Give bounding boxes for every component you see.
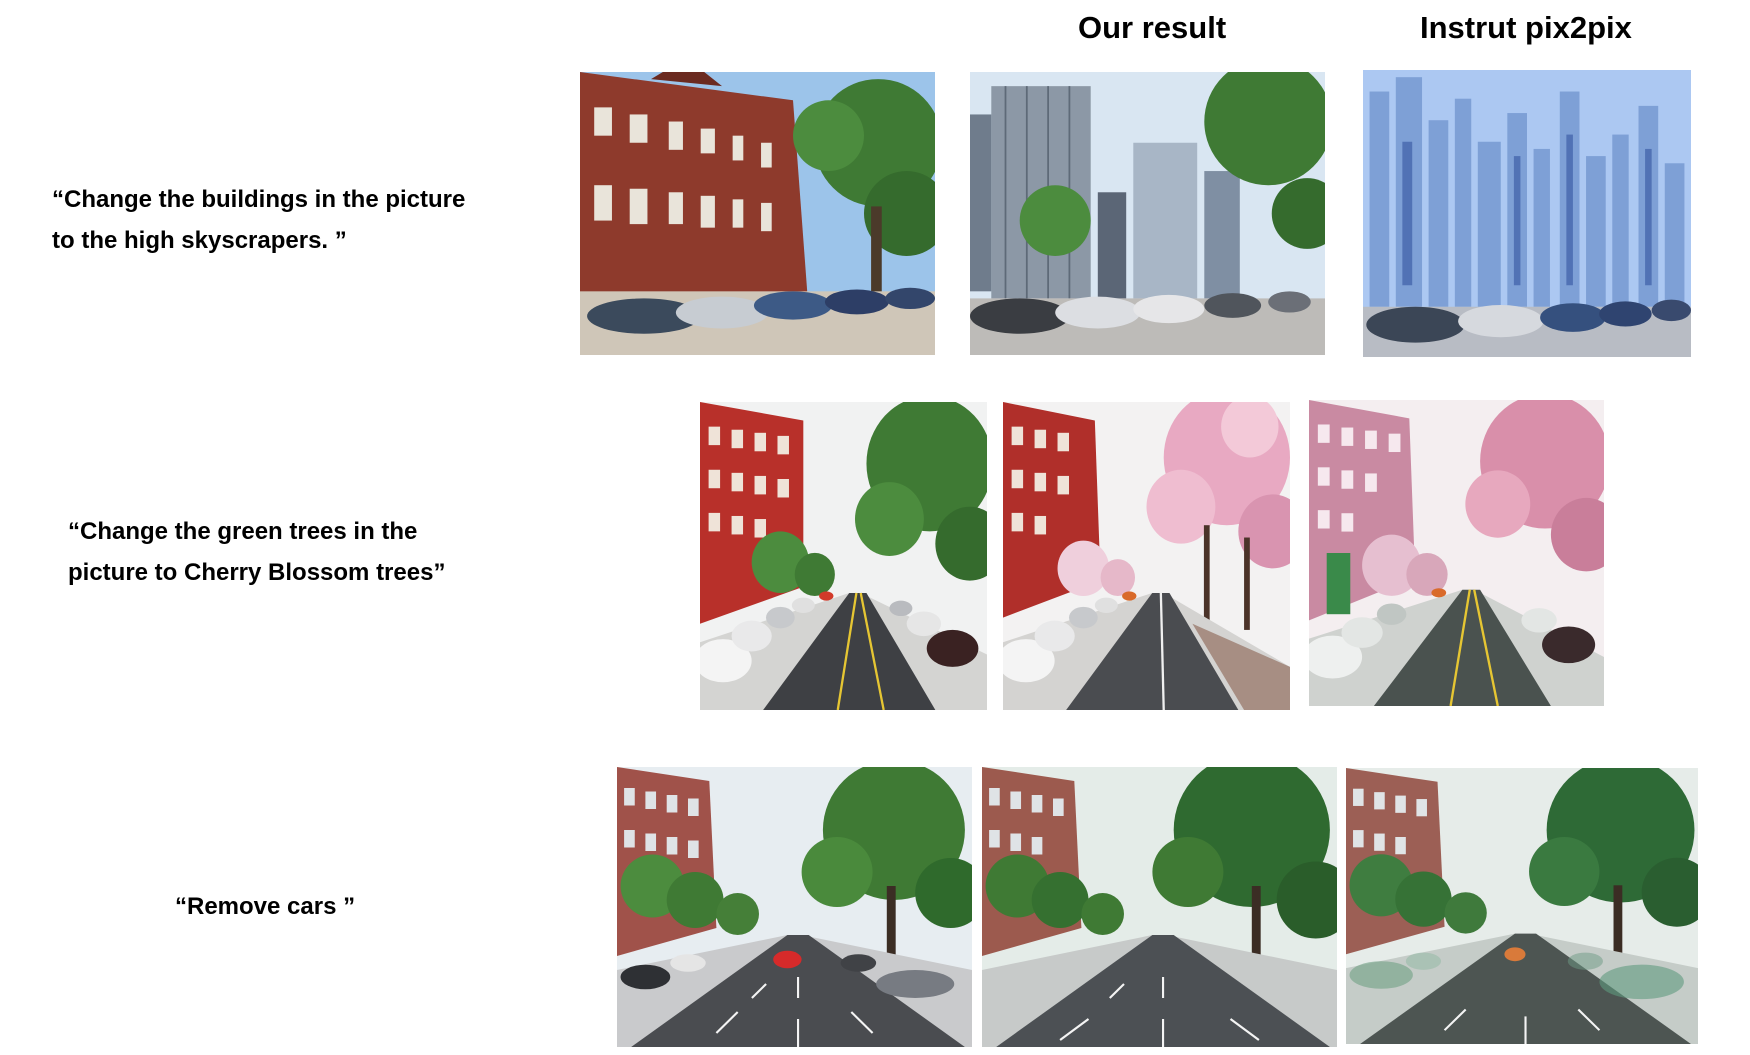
- prompt-row-1: “Change the buildings in the picture to …: [52, 179, 465, 261]
- prompt-row-3: “Remove cars ”: [175, 886, 355, 927]
- row2-our-result-image: [1003, 402, 1290, 710]
- prompt-row-2: “Change the green trees in the picture t…: [68, 511, 445, 593]
- row1-our-result-image: [970, 72, 1325, 355]
- header-our-result: Our result: [1078, 10, 1227, 45]
- row3-our-result-image: [982, 767, 1337, 1047]
- prompt-row-2-line-2: picture to Cherry Blossom trees”: [68, 559, 446, 586]
- row3-instruct-pix2pix-image: [1346, 768, 1698, 1044]
- row1-instruct-pix2pix-image: [1363, 70, 1691, 357]
- row3-input-image: [617, 767, 972, 1047]
- row2-instruct-pix2pix-image: [1309, 400, 1604, 706]
- header-instruct-pix2pix: Instrut pix2pix: [1420, 10, 1632, 45]
- prompt-row-3-line-1: “Remove cars ”: [175, 893, 356, 920]
- row2-input-image: [700, 402, 987, 710]
- prompt-row-1-line-1: “Change the buildings in the picture: [52, 186, 466, 213]
- prompt-row-1-line-2: to the high skyscrapers. ”: [52, 227, 347, 254]
- row1-input-image: [580, 72, 935, 355]
- prompt-row-2-line-1: “Change the green trees in the: [68, 518, 418, 545]
